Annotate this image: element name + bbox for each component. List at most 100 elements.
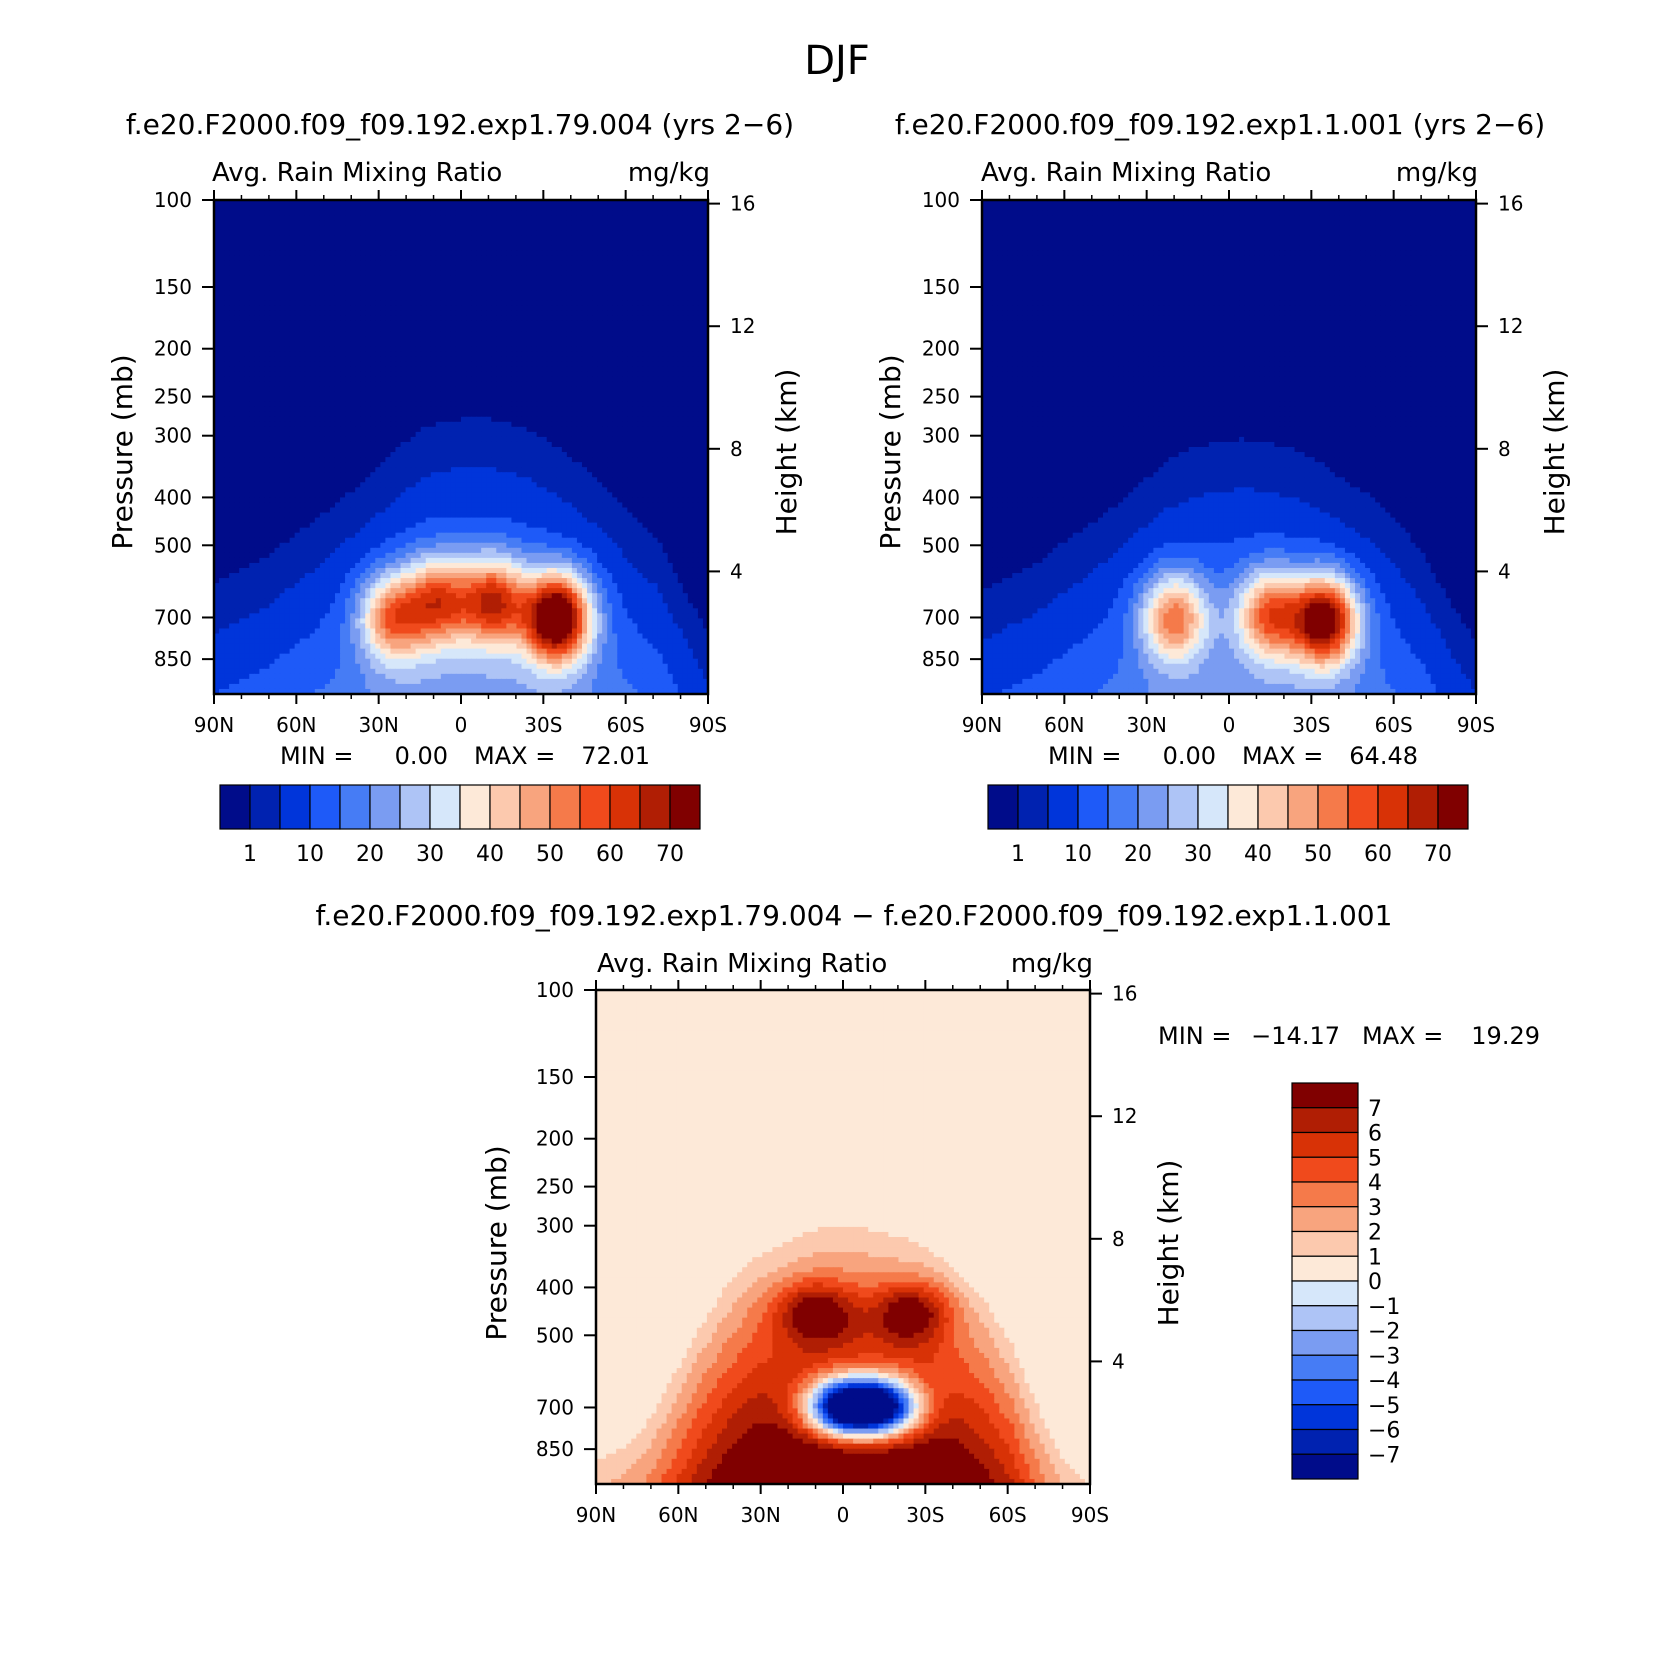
contour-cell [425,310,432,317]
contour-cell [702,200,708,206]
contour-cell [551,205,558,211]
contour-cell [294,361,301,367]
contour-cell [425,200,432,206]
contour-cell [375,215,381,221]
contour-cell [607,452,613,458]
contour-cell [380,401,386,408]
contour-cell [471,215,477,221]
contour-cell [682,356,689,362]
contour-cell [496,416,502,423]
contour-cell [551,230,558,236]
contour-cell [435,310,442,317]
contour-cell [450,386,457,393]
contour-cell [405,331,412,337]
contour-cell [324,315,331,322]
contour-cell [294,260,301,267]
contour-cell [244,401,250,408]
contour-cell [637,290,644,297]
contour-cell [597,426,603,433]
contour-cell [627,452,633,458]
contour-cell [662,436,669,443]
contour-cell [304,371,311,378]
contour-cell [385,341,392,347]
contour-cell [612,361,618,367]
contour-cell [486,240,492,246]
contour-cell [566,406,573,413]
contour-cell [516,336,523,342]
contour-cell [279,406,286,413]
contour-cell [682,255,689,262]
contour-cell [617,300,623,307]
contour-cell [622,235,628,241]
contour-cell [329,200,336,206]
contour-cell [642,280,649,287]
contour-cell [405,436,412,443]
contour-cell [375,230,381,236]
contour-cell [430,366,437,372]
contour-cell [617,205,623,211]
contour-cell [249,270,255,277]
contour-cell [395,265,402,272]
contour-cell [571,215,578,221]
contour-cell [234,315,240,322]
contour-cell [329,386,336,393]
contour-cell [692,220,699,226]
contour-cell [602,386,608,393]
contour-cell [521,416,528,423]
contour-cell [455,265,462,272]
contour-cell [486,331,492,337]
contour-cell [672,210,679,216]
contour-cell [536,436,543,443]
contour-cell [279,441,286,448]
contour-cell [491,336,497,342]
contour-cell [662,376,669,383]
contour-cell [219,210,225,216]
contour-cell [279,336,286,342]
contour-cell [551,346,558,352]
contour-cell [607,376,613,383]
contour-cell [627,396,633,403]
contour-cell [355,260,361,267]
contour-cell [692,381,699,388]
contour-cell [632,406,639,413]
contour-cell [375,436,381,443]
contour-cell [319,366,326,372]
contour-cell [506,371,513,378]
contour-cell [496,396,502,403]
contour-cell [334,305,341,312]
contour-cell [214,315,220,322]
contour-cell [561,386,568,393]
contour-cell [531,431,538,438]
contour-cell [516,320,523,327]
contour-cell [219,255,225,262]
contour-cell [556,421,563,428]
contour-cell [491,401,497,408]
contour-cell [496,366,502,372]
contour-cell [269,300,276,307]
contour-cell [702,240,708,246]
contour-cell [440,200,447,206]
contour-cell [445,275,452,282]
contour-cell [612,205,618,211]
contour-cell [476,270,482,277]
contour-cell [531,220,538,226]
contour-cell [546,245,553,252]
contour-cell [587,431,593,438]
contour-cell [481,200,487,206]
contour-cell [375,315,381,322]
contour-cell [471,240,477,246]
contour-cell [597,381,603,388]
contour-cell [597,346,603,352]
contour-cell [466,225,472,231]
contour-cell [415,225,422,231]
contour-cell [592,356,598,362]
contour-cell [672,270,679,277]
contour-cell [274,401,281,408]
contour-cell [329,336,336,342]
contour-cell [516,396,523,403]
contour-cell [682,336,689,342]
contour-cell [471,280,477,287]
contour-cell [334,250,341,257]
contour-cell [309,381,316,388]
contour-cell [375,295,381,302]
